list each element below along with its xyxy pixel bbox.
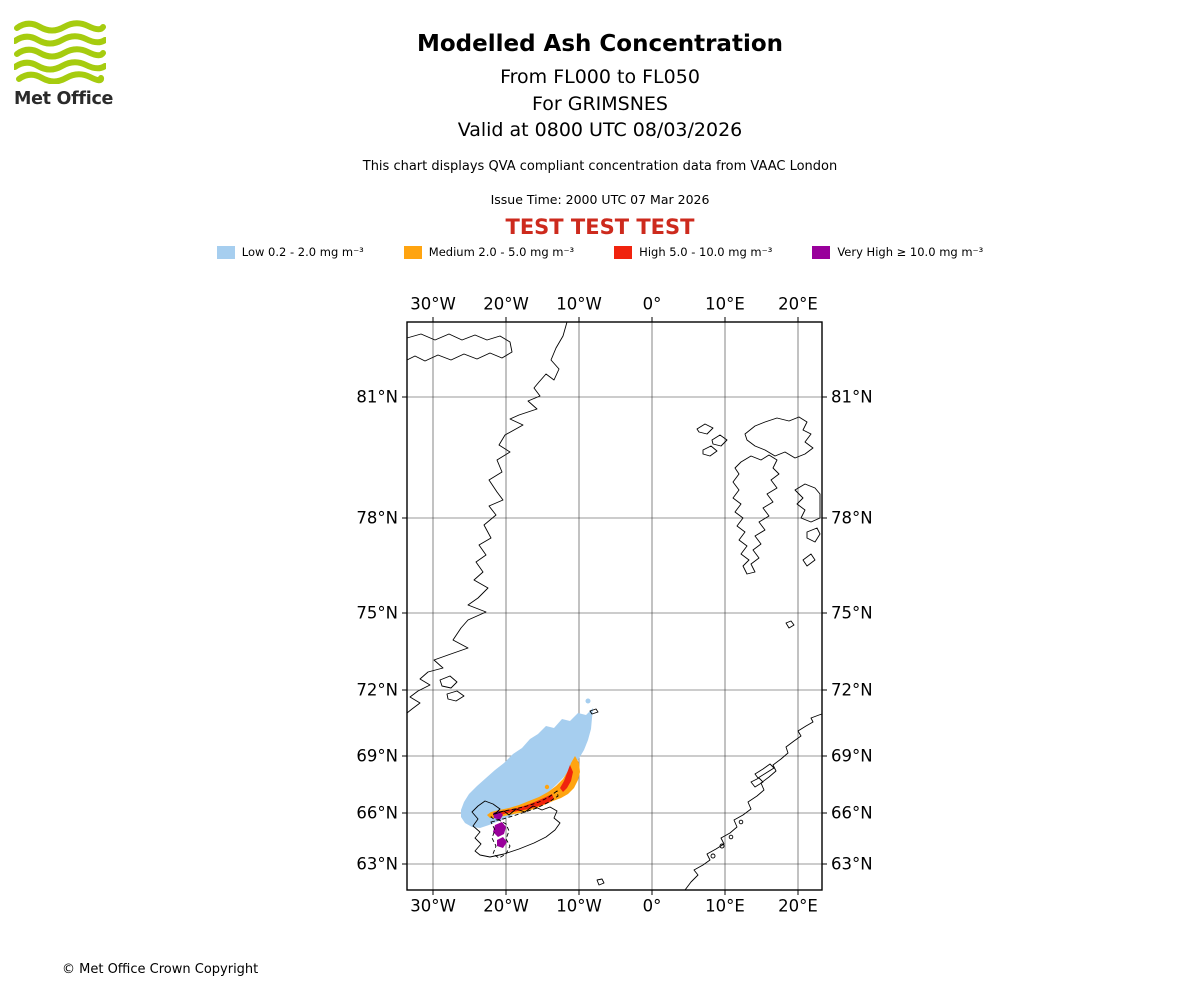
ash-area-low: [461, 708, 593, 828]
met-office-waves-icon: [12, 20, 108, 85]
legend-label-high: High 5.0 - 10.0 mg m⁻³: [639, 245, 773, 259]
x-tick-bottom-10w: 10°W: [556, 896, 602, 916]
ash-area-medium-speck: [544, 784, 550, 790]
met-office-logo: Met Office: [12, 20, 124, 109]
chart-header: Modelled Ash Concentration From FL000 to…: [150, 31, 1050, 144]
coastline-norway-islet2: [719, 843, 725, 849]
ash-area-veryhigh: [493, 811, 507, 848]
copyright-notice: © Met Office Crown Copyright: [62, 962, 259, 977]
y-tick-right-78n: 78°N: [831, 508, 873, 528]
legend-label-low: Low 0.2 - 2.0 mg m⁻³: [241, 245, 364, 259]
legend-label-medium: Medium 2.0 - 5.0 mg m⁻³: [428, 245, 575, 259]
qva-contour-source: [490, 819, 511, 859]
coastline-jan-mayen: [589, 708, 599, 715]
coastline-faroe: [596, 878, 605, 886]
y-tick-right-69n: 69°N: [831, 746, 873, 766]
coastline-norway-islet1: [710, 853, 716, 859]
x-tick-bottom-10e: 10°E: [705, 896, 745, 916]
x-tick-top-30w: 30°W: [410, 294, 456, 314]
x-tick-bottom-30w: 30°W: [410, 896, 456, 916]
flight-level-range: From FL000 to FL050: [500, 66, 700, 88]
y-tick-right-72n: 72°N: [831, 680, 873, 700]
chart-title: Modelled Ash Concentration: [416, 31, 784, 57]
coastline-norway-islet4: [738, 819, 744, 825]
legend-item-high: High 5.0 - 10.0 mg m⁻³: [614, 245, 772, 259]
coastline-bear-island: [785, 620, 795, 629]
x-tick-bottom-20w: 20°W: [483, 896, 529, 916]
y-tick-left-66n: 66°N: [356, 803, 398, 823]
axis-tick-marks: [402, 317, 827, 895]
legend-item-veryhigh: Very High ≥ 10.0 mg m⁻³: [812, 245, 983, 259]
y-tick-right-81n: 81°N: [831, 387, 873, 407]
ash-area-high: [495, 765, 573, 815]
x-tick-bottom-0: 0°: [642, 896, 662, 916]
legend-item-medium: Medium 2.0 - 5.0 mg m⁻³: [403, 245, 575, 259]
map-frame: [406, 321, 823, 891]
y-tick-left-78n: 78°N: [356, 508, 398, 528]
legend-item-low: Low 0.2 - 2.0 mg m⁻³: [216, 245, 364, 259]
x-tick-bottom-20e: 20°E: [778, 896, 818, 916]
test-banner: TEST TEST TEST: [505, 215, 695, 239]
y-tick-left-63n: 63°N: [356, 854, 398, 874]
coastline-norway-islet3: [728, 834, 734, 840]
y-tick-right-66n: 66°N: [831, 803, 873, 823]
x-tick-top-20e: 20°E: [778, 294, 818, 314]
y-tick-left-75n: 75°N: [356, 603, 398, 623]
coastline-greenland-islands: [439, 675, 465, 702]
legend-swatch-medium: [403, 245, 422, 259]
y-tick-left-69n: 69°N: [356, 746, 398, 766]
x-tick-top-10w: 10°W: [556, 294, 602, 314]
y-tick-left-81n: 81°N: [356, 387, 398, 407]
x-tick-top-20w: 20°W: [483, 294, 529, 314]
volcano-name: For GRIMSNES: [532, 92, 668, 115]
x-tick-top-0: 0°: [642, 294, 662, 314]
coastline-lofoten: [750, 763, 775, 788]
y-tick-right-63n: 63°N: [831, 854, 873, 874]
legend-swatch-veryhigh: [812, 245, 831, 259]
qva-compliance-note: This chart displays QVA compliant concen…: [362, 159, 838, 174]
coastline-greenland-north: [406, 333, 513, 362]
concentration-legend: Low 0.2 - 2.0 mg m⁻³ Medium 2.0 - 5.0 mg…: [0, 245, 1200, 259]
coastline-greenland-east: [406, 321, 568, 714]
qva-dashed-contours: [490, 790, 559, 859]
y-tick-right-75n: 75°N: [831, 603, 873, 623]
legend-swatch-high: [614, 245, 633, 259]
ash-map: [402, 317, 827, 895]
coastlines: [406, 321, 823, 891]
issue-time: Issue Time: 2000 UTC 07 Mar 2026: [490, 192, 710, 207]
legend-swatch-low: [216, 245, 235, 259]
met-office-logo-text: Met Office: [14, 89, 114, 109]
coastline-svalbard: [696, 416, 821, 575]
x-tick-top-10e: 10°E: [705, 294, 745, 314]
coastline-norway: [684, 713, 823, 891]
legend-label-veryhigh: Very High ≥ 10.0 mg m⁻³: [837, 245, 984, 259]
coastline-iceland: [471, 800, 561, 858]
ash-area-low-speck: [585, 698, 591, 704]
qva-contour-band: [490, 790, 559, 821]
y-tick-left-72n: 72°N: [356, 680, 398, 700]
valid-time: Valid at 0800 UTC 08/03/2026: [457, 119, 743, 141]
